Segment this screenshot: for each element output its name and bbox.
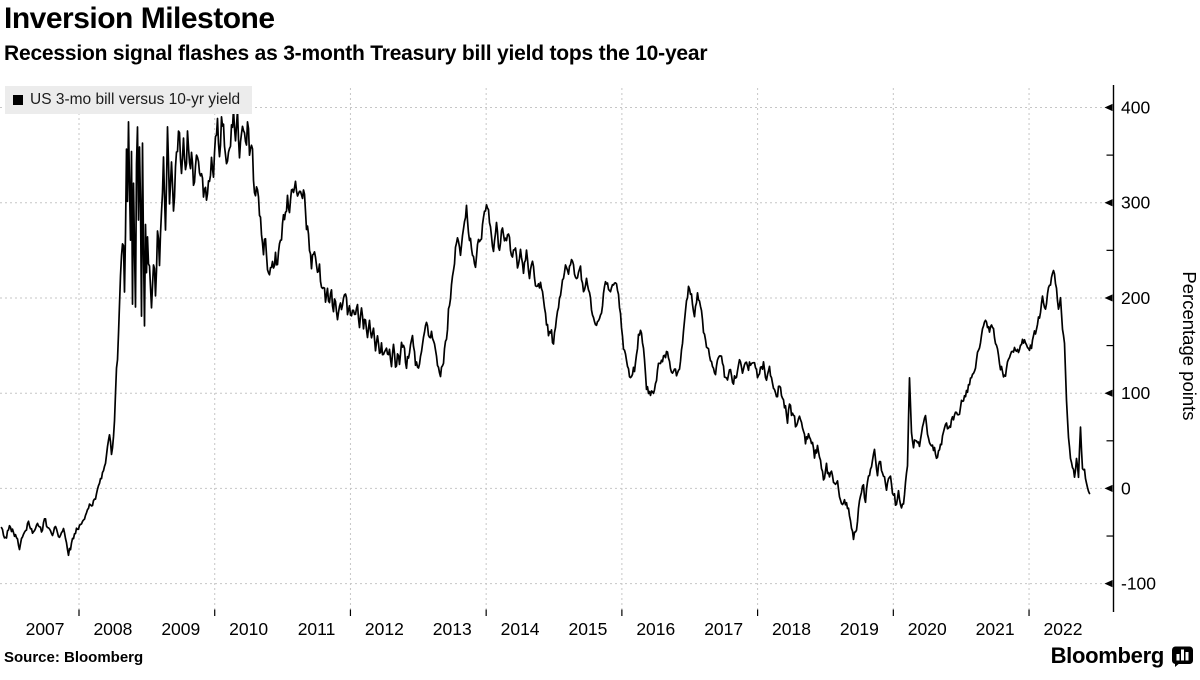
y-tick-label: 400 bbox=[1121, 98, 1150, 118]
legend-series-label: US 3-mo bill versus 10-yr yield bbox=[30, 91, 241, 108]
x-tick-label: 2016 bbox=[636, 619, 675, 639]
x-tick-label: 2014 bbox=[501, 619, 540, 639]
x-tick-label: 2010 bbox=[229, 619, 268, 639]
x-tick-label: 2015 bbox=[568, 619, 607, 639]
x-tick-label: 2018 bbox=[772, 619, 811, 639]
y-tick-label: 300 bbox=[1121, 193, 1150, 213]
x-tick-label: 2011 bbox=[298, 619, 336, 639]
y-axis-major-tick bbox=[1104, 199, 1113, 207]
chart-subtitle: Recession signal flashes as 3-month Trea… bbox=[4, 42, 708, 65]
x-tick-label: 2020 bbox=[908, 619, 947, 639]
y-tick-label: -100 bbox=[1121, 574, 1156, 594]
chart-title: Inversion Milestone bbox=[4, 2, 275, 35]
x-tick-label: 2007 bbox=[26, 619, 65, 639]
y-axis-major-tick bbox=[1104, 389, 1113, 397]
x-tick-label: 2009 bbox=[161, 619, 200, 639]
x-tick-label: 2013 bbox=[433, 619, 472, 639]
bloomberg-logo-text: Bloomberg bbox=[1050, 643, 1165, 668]
y-tick-label: 200 bbox=[1121, 288, 1150, 308]
y-axis-major-tick bbox=[1104, 484, 1113, 493]
y-axis-major-tick bbox=[1104, 294, 1113, 302]
series-line bbox=[0, 108, 1091, 557]
bloomberg-logo-icon bbox=[1172, 646, 1193, 667]
y-axis-major-tick bbox=[1104, 580, 1113, 588]
y-tick-label: 100 bbox=[1121, 383, 1150, 403]
x-tick-label: 2017 bbox=[704, 619, 743, 639]
bloomberg-logo: Bloomberg bbox=[1051, 643, 1194, 669]
x-tick-label: 2012 bbox=[365, 619, 404, 639]
y-tick-label: 0 bbox=[1121, 478, 1131, 498]
x-tick-label: 2008 bbox=[93, 619, 132, 639]
legend: US 3-mo bill versus 10-yr yield bbox=[5, 86, 253, 114]
y-axis-title: Percentage points bbox=[1179, 271, 1200, 420]
x-tick-label: 2021 bbox=[976, 619, 1015, 639]
legend-series-marker-icon bbox=[13, 95, 23, 105]
x-tick-label: 2022 bbox=[1044, 619, 1083, 639]
y-axis-major-tick bbox=[1104, 103, 1113, 112]
source-label: Source: Bloomberg bbox=[4, 649, 144, 666]
x-tick-label: 2019 bbox=[840, 619, 879, 639]
